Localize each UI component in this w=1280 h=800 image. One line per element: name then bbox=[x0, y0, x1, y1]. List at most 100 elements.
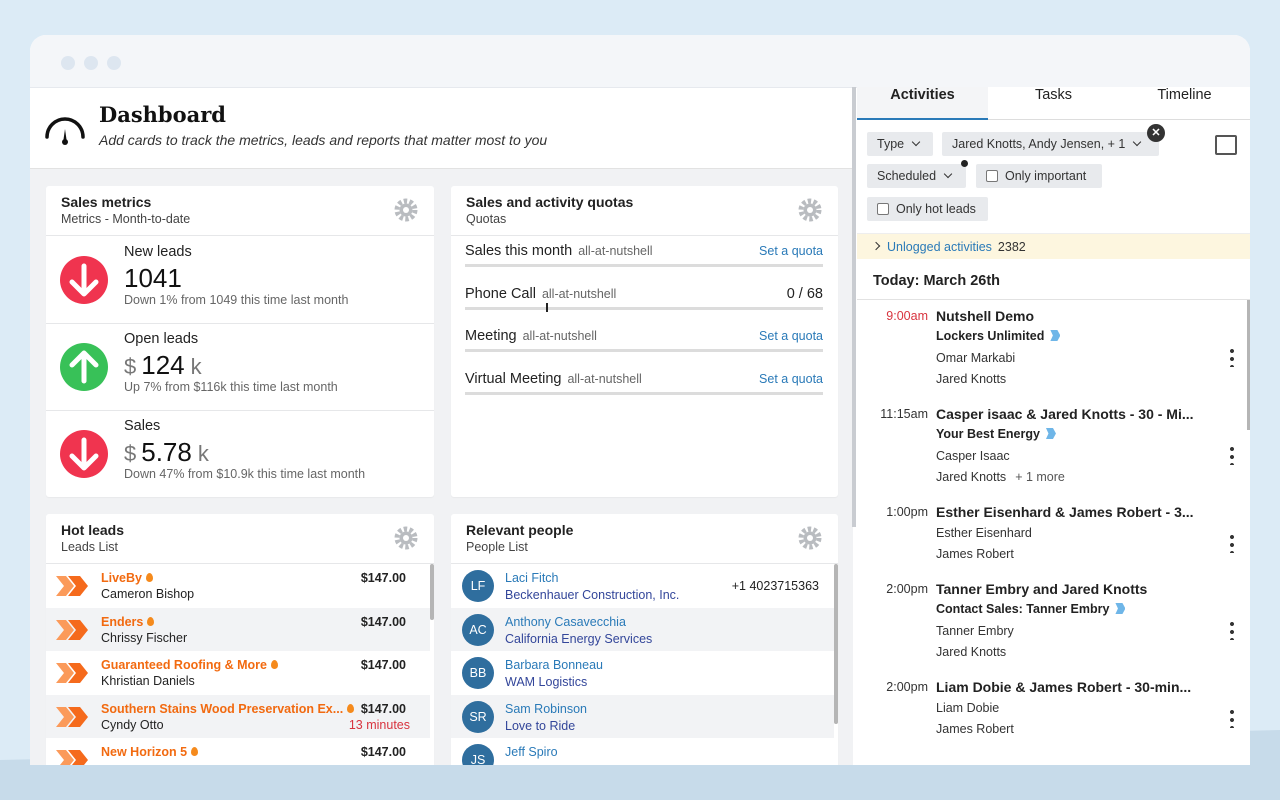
set-quota-link[interactable]: Set a quota bbox=[759, 372, 823, 387]
chip-label: Only hot leads bbox=[896, 202, 976, 216]
activity-contact: Casper Isaac bbox=[936, 449, 1010, 463]
card-title: Hot leads bbox=[61, 522, 125, 538]
contact-name: James Robert bbox=[936, 547, 1014, 561]
lead-row[interactable]: LiveBy Cameron Bishop $147.00 bbox=[46, 564, 430, 608]
settings-gear[interactable] bbox=[394, 198, 418, 222]
quota-name: Meeting all-at-nutshell bbox=[465, 328, 597, 344]
filter-chip[interactable]: Only important bbox=[976, 164, 1102, 188]
quota-label: Meeting bbox=[465, 328, 517, 345]
chip-label: Jared Knotts, Andy Jensen, + 1 bbox=[952, 137, 1126, 151]
contact-name: Liam Dobie bbox=[936, 701, 1000, 715]
activity-title[interactable]: Esther Eisenhard & James Robert - 3... bbox=[936, 504, 1194, 520]
person-row[interactable]: LF Laci Fitch Beckenhauer Construction, In… bbox=[451, 564, 834, 608]
row-divider bbox=[46, 410, 434, 411]
settings-gear[interactable] bbox=[394, 526, 418, 550]
checkbox[interactable] bbox=[877, 203, 889, 215]
set-quota-link[interactable]: Set a quota bbox=[759, 329, 823, 344]
lead-name-text: Guaranteed Roofing & More bbox=[101, 658, 267, 672]
activity-title[interactable]: Casper isaac & Jared Knotts - 30 - Mi... bbox=[936, 406, 1194, 422]
activity-time: 1:00pm bbox=[886, 505, 928, 519]
more-menu[interactable] bbox=[1230, 532, 1234, 553]
activity-time: 11:15am bbox=[880, 407, 928, 421]
lead-amount: $147.00 bbox=[360, 658, 406, 672]
contact-name: Omar Markabi bbox=[936, 351, 1016, 365]
quota-scope: all-at-nutshell bbox=[541, 286, 617, 301]
card-divider bbox=[451, 563, 838, 564]
lead-row[interactable]: Enders Chrissy Fischer $147.00 bbox=[46, 607, 430, 651]
person-row[interactable]: SR Sam Robinson Love to Ride bbox=[451, 694, 834, 738]
dashboard-icon bbox=[45, 117, 85, 145]
checkbox[interactable] bbox=[986, 170, 998, 182]
lead-name-text: Southern Stains Wood Preservation Ex... bbox=[101, 701, 344, 716]
activity-panel: Activities Tasks Timeline Type Jared Knotts,… bbox=[857, 87, 1250, 765]
tab[interactable]: Timeline bbox=[1119, 87, 1250, 120]
activity-title[interactable]: Liam Dobie & James Robert - 30-min... bbox=[936, 679, 1192, 695]
card: Hot leads Leads List LiveBy Cameron Bishop $… bbox=[46, 514, 434, 765]
company-tag bbox=[1045, 428, 1056, 439]
hot-flame bbox=[347, 703, 355, 713]
unlogged-label: Unlogged activities bbox=[887, 240, 992, 254]
chip-label: Scheduled bbox=[877, 169, 937, 183]
unlogged-banner[interactable]: Unlogged activities 2382 bbox=[857, 233, 1250, 259]
activity-title[interactable]: Tanner Embry and Jared Knotts bbox=[936, 581, 1148, 597]
company-tag bbox=[1050, 330, 1061, 341]
quota-scope: all-at-nutshell bbox=[567, 372, 642, 387]
quota-name: Virtual Meeting all-at-nutshell bbox=[465, 371, 642, 387]
filter-chip[interactable]: Scheduled bbox=[867, 164, 966, 188]
chip-caret bbox=[911, 137, 921, 147]
activity-title[interactable]: Nutshell Demo bbox=[936, 308, 1035, 324]
filter-chip[interactable]: Type bbox=[867, 132, 933, 156]
person-name: Jeff Spiro bbox=[505, 745, 558, 759]
scrollbar bbox=[1247, 300, 1250, 430]
person-company: WAM Logistics bbox=[505, 675, 588, 689]
activity-contact: Liam Dobie bbox=[936, 701, 999, 715]
settings-gear[interactable] bbox=[798, 526, 822, 550]
more-menu[interactable] bbox=[1230, 620, 1234, 640]
person-row[interactable]: AC Anthony Casavecchia California Energy S… bbox=[451, 607, 834, 651]
set-quota-link[interactable]: Set a quota bbox=[759, 244, 823, 258]
metric-number: 124 bbox=[141, 350, 185, 380]
lead-name: Guaranteed Roofing & More bbox=[101, 658, 278, 672]
activity-contact: Jared Knotts + 1 more bbox=[936, 470, 1065, 484]
contact-name: James Robert bbox=[936, 722, 1014, 736]
tab[interactable]: Tasks bbox=[988, 87, 1119, 120]
card-divider bbox=[46, 563, 434, 564]
lead-time: 13 minutes bbox=[348, 717, 410, 732]
lead-row[interactable]: Southern Stains Wood Preservation Ex... C… bbox=[46, 694, 430, 738]
lead-row[interactable]: New Horizon 5 $147.00 bbox=[46, 738, 430, 765]
indicator-dot bbox=[961, 160, 968, 167]
more-menu[interactable] bbox=[1230, 707, 1234, 728]
lead-row[interactable]: Guaranteed Roofing & More Khristian Danie… bbox=[46, 651, 430, 695]
page-subtitle: Add cards to track the metrics, leads an… bbox=[99, 132, 548, 148]
lead-chevron bbox=[56, 619, 90, 640]
contact-name: Jared Knotts bbox=[936, 372, 1007, 386]
clear-filter[interactable]: ✕ bbox=[1147, 124, 1165, 142]
more-menu[interactable] bbox=[1230, 445, 1234, 465]
person-name: Anthony Casavecchia bbox=[505, 614, 626, 629]
metric-value: $124 k bbox=[124, 350, 202, 381]
quota-name: Sales this month all-at-nutshell bbox=[465, 243, 653, 259]
lead-contact: Khristian Daniels bbox=[101, 674, 195, 688]
tab[interactable]: Activities bbox=[857, 87, 988, 120]
card-title: Sales and activity quotas bbox=[466, 194, 634, 210]
quota-progress: 0 / 68 bbox=[786, 285, 823, 302]
window-dot bbox=[107, 56, 121, 70]
card-subtitle: Leads List bbox=[61, 540, 118, 554]
settings-gear[interactable] bbox=[798, 198, 822, 222]
quota-scope: all-at-nutshell bbox=[578, 244, 653, 258]
panel-divider bbox=[852, 87, 856, 527]
person-name: Sam Robinson bbox=[505, 701, 587, 716]
scrollbar bbox=[430, 564, 434, 620]
more-menu[interactable] bbox=[1230, 347, 1234, 367]
card-title: Sales metrics bbox=[61, 194, 152, 210]
filter-chip[interactable]: Jared Knotts, Andy Jensen, + 1 bbox=[942, 132, 1159, 156]
filter-chip[interactable]: Only hot leads bbox=[867, 197, 988, 221]
page-title: Dashboard bbox=[99, 102, 226, 127]
person-row[interactable]: JS Jeff Spiro bbox=[451, 738, 834, 765]
calendar-button[interactable] bbox=[1215, 135, 1237, 155]
activity-contact: Omar Markabi bbox=[936, 351, 1015, 365]
quota-marker bbox=[546, 302, 548, 312]
person-row[interactable]: BB Barbara Bonneau WAM Logistics bbox=[451, 651, 834, 695]
quota-name: Phone Call all-at-nutshell bbox=[465, 286, 616, 302]
trend-icon bbox=[60, 343, 108, 391]
